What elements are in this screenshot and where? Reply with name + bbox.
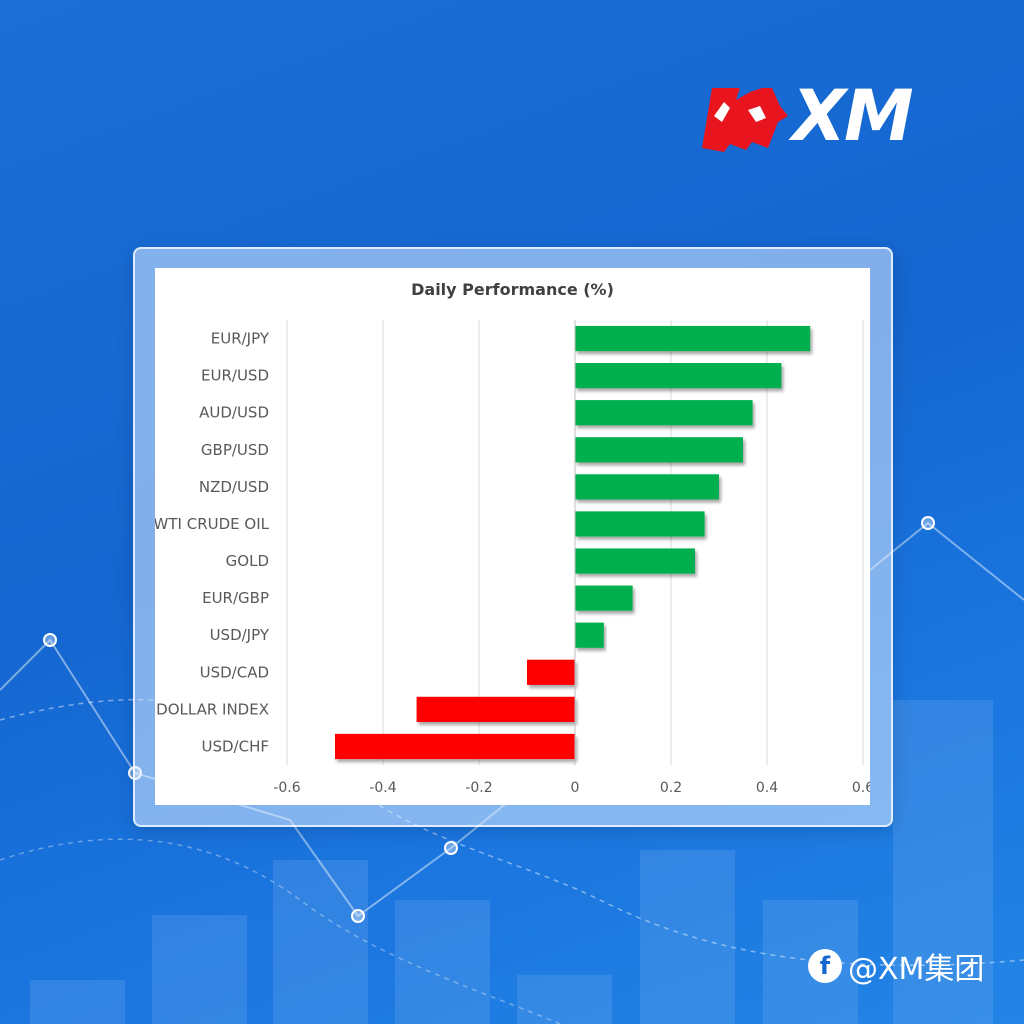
x-tick-label: 0 [571,780,580,796]
bar-eur-gbp [575,585,633,611]
chart-panel: Daily Performance (%) EUR/JPY EUR/USD AUD/… [155,268,870,805]
bar-usd-chf [335,733,575,760]
bar-eur-jpy [575,325,811,352]
logo-wordmark: XM [792,75,914,157]
category-label: NZD/USD [199,478,269,496]
x-tick-label: -0.2 [465,780,492,796]
bar-gold [575,548,695,574]
x-tick-label: 0.2 [660,780,682,796]
category-label: EUR/USD [201,367,269,385]
bar-wti-crude-oil [575,511,705,537]
category-label: AUD/USD [199,404,269,422]
category-label: DOLLAR INDEX [156,700,269,718]
category-label: USD/CAD [200,663,269,681]
xm-logo: XM [700,76,940,156]
category-label: GBP/USD [201,441,269,459]
bar-eur-usd [575,363,782,389]
bar-usd-cad [527,659,575,685]
social-handle-text: @XM集团 [848,952,985,987]
bull-mark-icon [702,88,788,152]
bar-chart: EUR/JPY EUR/USD AUD/USD GBP/USD NZD/USD WTI C… [155,320,870,796]
x-tick-label: -0.4 [369,780,396,796]
facebook-icon: f [808,949,842,983]
chart-title: Daily Performance (%) [411,280,614,299]
category-label: USD/JPY [210,626,270,644]
x-tick-label: 0.6 [852,780,870,796]
x-tick-label: 0.4 [756,780,778,796]
x-tick-label: -0.6 [273,780,300,796]
bar-nzd-usd [575,474,719,500]
category-label: USD/CHF [202,737,270,755]
bar-usd-jpy [575,622,604,648]
bar-aud-usd [575,400,753,426]
category-label: EUR/JPY [211,330,270,348]
bar-gbp-usd [575,437,743,463]
bar-dollar-index [416,696,575,722]
category-label: WTI CRUDE OIL [155,515,270,533]
social-handle: f @XM集团 [808,944,984,988]
category-label: EUR/GBP [202,589,269,607]
category-label: GOLD [226,552,269,570]
